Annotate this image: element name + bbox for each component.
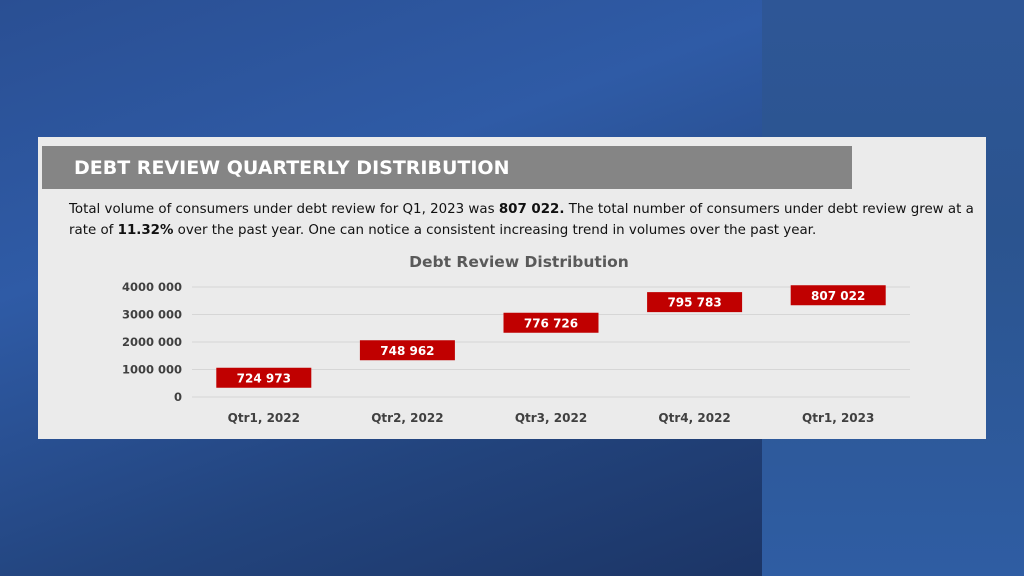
x-tick-label: Qtr2, 2022 xyxy=(371,411,443,425)
chart-title: Debt Review Distribution xyxy=(409,253,629,271)
y-tick-label: 4000 000 xyxy=(122,280,182,294)
bar xyxy=(359,340,455,361)
debt-review-chart: Debt Review Distribution 0 1000 000 2000 00… xyxy=(122,253,910,425)
x-tick-label: Qtr1, 2022 xyxy=(228,411,300,425)
description-rate: 11.32% xyxy=(117,223,174,238)
description-part1: Total volume of consumers under debt rev… xyxy=(69,202,499,217)
bar xyxy=(647,292,743,313)
y-tick-label: 0 xyxy=(174,390,182,404)
description-part2: The total number of consumers under debt… xyxy=(69,202,974,238)
description-text: Total volume of consumers under debt rev… xyxy=(69,199,981,241)
data-label: 776 726 xyxy=(524,316,578,330)
x-tick-label: Qtr1, 2023 xyxy=(802,411,874,425)
x-tick-label: Qtr3, 2022 xyxy=(515,411,587,425)
bar xyxy=(503,312,599,333)
x-tick-label: Qtr4, 2022 xyxy=(658,411,730,425)
bar xyxy=(216,367,312,388)
data-label: 724 973 xyxy=(237,371,291,385)
y-tick-label: 2000 000 xyxy=(122,335,182,349)
page-title: DEBT REVIEW QUARTERLY DISTRIBUTION xyxy=(74,156,510,179)
data-label: 748 962 xyxy=(380,344,434,358)
title-bar: DEBT REVIEW QUARTERLY DISTRIBUTION xyxy=(42,146,852,189)
description-part3: over the past year. One can notice a con… xyxy=(173,223,817,238)
y-tick-label: 3000 000 xyxy=(122,308,182,322)
data-label: 795 783 xyxy=(667,296,721,310)
data-label: 807 022 xyxy=(811,289,865,303)
bar xyxy=(790,285,886,306)
content-panel: DEBT REVIEW QUARTERLY DISTRIBUTION Total… xyxy=(38,137,986,439)
description-value: 807 022. xyxy=(498,202,565,217)
y-tick-label: 1000 000 xyxy=(122,363,182,377)
